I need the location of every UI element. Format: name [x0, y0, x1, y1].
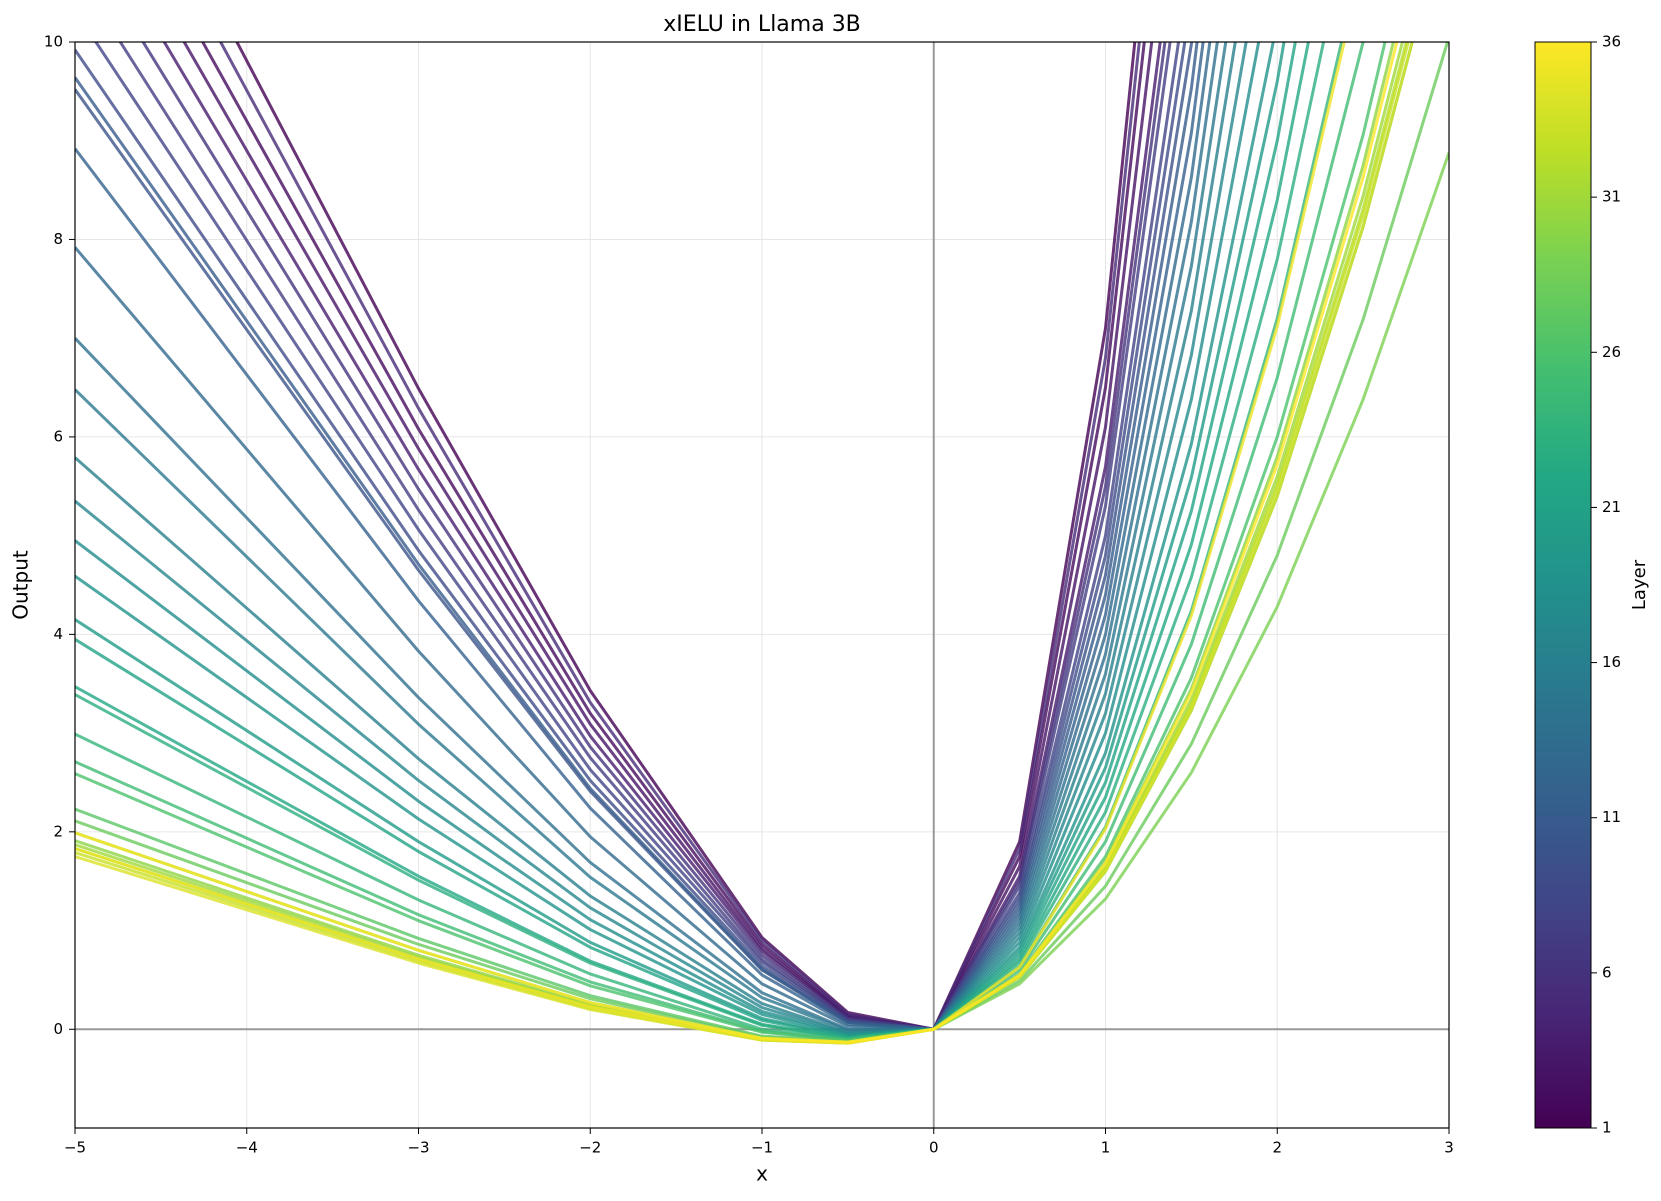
colorbar-label: Layer	[1629, 559, 1650, 610]
colorbar-tick-label: 36	[1602, 33, 1621, 51]
curve	[75, 42, 1212, 1031]
colorbar-tick-label: 16	[1602, 653, 1621, 671]
colorbar-tick-label: 26	[1602, 343, 1621, 361]
curve	[75, 42, 1326, 1040]
curve	[75, 42, 1261, 1036]
curve	[75, 42, 1219, 1031]
x-tick-label: 0	[929, 1139, 939, 1157]
y-tick-label: 10	[44, 33, 63, 51]
curve	[75, 42, 1248, 1035]
chart-title: xIELU in Llama 3B	[663, 12, 861, 37]
x-tick-label: −5	[64, 1139, 86, 1157]
curve	[75, 42, 1399, 1044]
x-tick-label: 1	[1101, 1139, 1111, 1157]
colorbar	[1534, 41, 1592, 1129]
colorbar-tick-label: 11	[1602, 808, 1621, 826]
y-tick-label: 6	[53, 427, 63, 445]
curve	[75, 42, 1346, 1045]
colorbar-tick-label: 6	[1602, 963, 1612, 981]
x-tick-label: −3	[407, 1139, 429, 1157]
colorbar-tick-label: 31	[1602, 188, 1621, 206]
x-tick-label: −2	[579, 1139, 601, 1157]
x-tick-label: 2	[1272, 1139, 1282, 1157]
y-tick-label: 2	[53, 822, 63, 840]
x-axis-label: x	[756, 1162, 768, 1186]
x-tick-label: 3	[1444, 1139, 1454, 1157]
y-tick-label: 4	[53, 625, 63, 643]
curve	[218, 42, 1141, 1031]
y-tick-label: 0	[53, 1020, 63, 1038]
curve	[75, 42, 1205, 1031]
curve	[75, 42, 1228, 1032]
curve	[75, 42, 1237, 1034]
curve-layer	[75, 42, 1449, 1045]
curve	[118, 42, 1172, 1031]
y-axis-label: Output	[9, 550, 33, 620]
curve	[200, 42, 1146, 1031]
curve	[75, 42, 1297, 1039]
colorbar-tick-label: 21	[1602, 498, 1621, 516]
y-tick-label: 8	[53, 230, 63, 248]
curve	[182, 42, 1154, 1031]
x-tick-label: −1	[751, 1139, 773, 1157]
x-tick-label: −4	[236, 1139, 258, 1157]
colorbar-tick-label: 1	[1602, 1119, 1612, 1137]
